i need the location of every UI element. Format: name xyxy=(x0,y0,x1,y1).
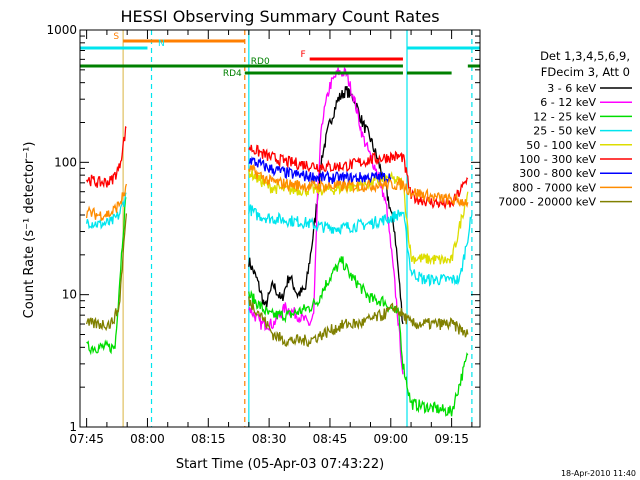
legend-title-line-2: FDecim 3, Att 0 xyxy=(541,65,630,79)
flag-label-rd0: RD0 xyxy=(251,57,270,67)
y-tick-label: 1 xyxy=(69,420,77,434)
x-tick-label: 08:15 xyxy=(191,432,226,446)
flag-label-s: S xyxy=(113,32,119,42)
plot-frame xyxy=(79,29,481,428)
x-tick-label: 08:30 xyxy=(252,432,287,446)
y-tick-label: 100 xyxy=(54,155,77,169)
legend-label: 3 - 6 keV xyxy=(547,82,596,95)
plot-area: S N F RD0 RD4 1 10 100 1000 07:45 08:00 08:15 08:30 0… xyxy=(46,23,481,446)
legend-label: 12 - 25 keV xyxy=(533,110,596,123)
legend-label: 50 - 100 keV xyxy=(526,139,596,152)
y-tick-label: 10 xyxy=(62,288,77,302)
legend-label: 6 - 12 keV xyxy=(540,96,596,109)
flag-label-rd4: RD4 xyxy=(223,69,242,79)
legend-title-line-1: Det 1,3,4,5,6,9, xyxy=(540,49,630,63)
series-line-5 xyxy=(86,125,469,210)
flag-label-f: F xyxy=(300,50,305,60)
series-line-8 xyxy=(85,213,469,348)
legend-label: 25 - 50 keV xyxy=(533,125,596,138)
series-line-7 xyxy=(85,163,469,221)
legend-label: 300 - 800 keV xyxy=(519,167,596,180)
legend-label: 7000 - 20000 keV xyxy=(498,196,596,209)
plot-content xyxy=(85,30,473,427)
flag-label-n: N xyxy=(158,39,165,49)
x-tick-label: 09:00 xyxy=(373,432,408,446)
y-tick-label: 1000 xyxy=(46,23,77,37)
series-line-6 xyxy=(248,156,392,186)
legend-label: 100 - 300 keV xyxy=(519,153,596,166)
y-axis-label: Count Rate (s⁻¹ detector⁻¹) xyxy=(22,142,37,319)
chart-title: HESSI Observing Summary Count Rates xyxy=(120,7,439,26)
legend-label: 800 - 7000 keV xyxy=(512,181,596,194)
series-line-1 xyxy=(248,66,404,375)
x-axis-label: Start Time (05-Apr-03 07:43:22) xyxy=(176,457,384,472)
series-line-2 xyxy=(86,197,469,417)
timestamp: 18-Apr-2010 11:40 xyxy=(561,469,636,478)
x-tick-label: 08:00 xyxy=(130,432,165,446)
series-line-3 xyxy=(85,192,473,287)
legend: Det 1,3,4,5,6,9, FDecim 3, Att 0 3 - 6 k… xyxy=(498,49,632,209)
x-tick-label: 08:45 xyxy=(313,432,348,446)
x-tick-label: 07:45 xyxy=(69,432,104,446)
x-tick-label: 09:15 xyxy=(434,432,469,446)
